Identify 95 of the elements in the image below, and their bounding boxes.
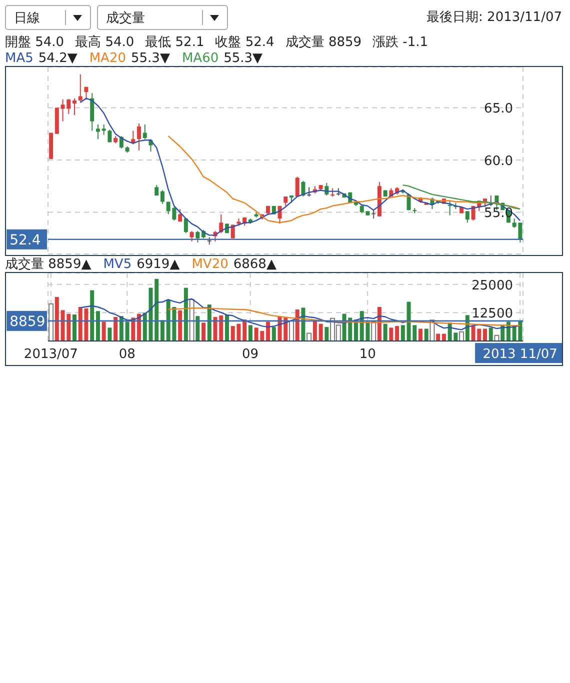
y-tick-label: 65.0	[484, 102, 513, 117]
text: MA20	[89, 50, 126, 66]
candlestick	[284, 196, 288, 206]
x-tick-label: 09	[242, 347, 259, 362]
bar	[114, 316, 118, 341]
candlestick	[295, 176, 300, 198]
bar	[442, 334, 446, 341]
x-tick-label: 10	[359, 347, 376, 362]
candlestick	[160, 190, 164, 204]
bar	[224, 314, 229, 341]
text: 成交量 8859	[285, 34, 362, 51]
line-series	[80, 98, 521, 236]
candlestick	[178, 208, 182, 222]
bar	[48, 303, 54, 341]
bar	[108, 328, 112, 341]
candlestick	[108, 129, 112, 143]
text: 開盤 54.0	[5, 34, 64, 51]
line-series	[168, 308, 521, 326]
bar	[424, 328, 428, 341]
candlestick	[137, 122, 142, 152]
y-tick-label: 12500	[472, 306, 513, 322]
bar	[459, 331, 464, 341]
text: 收盤 52.4	[215, 34, 274, 51]
x-tick-label: 2013 11/07	[482, 347, 558, 362]
bar	[483, 328, 488, 341]
bar	[418, 328, 422, 341]
candlestick	[102, 124, 106, 136]
bar	[383, 324, 388, 341]
candlestick	[465, 210, 470, 224]
bar	[494, 334, 500, 341]
bar	[400, 325, 405, 341]
text: 漲跌 -1.1	[372, 34, 428, 51]
bar	[371, 321, 376, 341]
bar	[436, 334, 440, 341]
bar	[318, 324, 323, 341]
bar	[288, 320, 294, 341]
text: MV20	[192, 256, 228, 272]
bar	[54, 297, 59, 341]
bar	[295, 309, 300, 341]
bar	[488, 328, 493, 341]
candlestick	[72, 98, 77, 116]
text: 55.3▼	[131, 50, 170, 66]
text: MA5	[5, 50, 34, 66]
bar	[242, 319, 247, 341]
bar	[207, 304, 212, 341]
candlestick	[307, 186, 312, 198]
candlestick	[190, 230, 194, 242]
text: MV5	[103, 256, 132, 272]
bar	[196, 316, 200, 341]
bar	[72, 314, 77, 341]
bar	[125, 322, 130, 341]
bar	[266, 322, 270, 341]
bar	[154, 278, 159, 341]
text: 55.3▼	[224, 50, 263, 66]
text: 6919▲	[136, 256, 180, 272]
text: 6868▲	[233, 256, 276, 272]
bar	[178, 310, 182, 341]
candlestick	[78, 74, 82, 102]
bar	[248, 325, 252, 341]
text: 成交量 8859▲	[5, 256, 92, 273]
bar	[90, 290, 94, 341]
text: 54.2▼	[38, 50, 78, 66]
text: 成交量	[105, 10, 146, 26]
bar	[184, 288, 188, 341]
candlestick	[448, 200, 452, 216]
x-tick-label: 2013/07	[24, 347, 78, 362]
bar	[202, 322, 206, 341]
bar	[324, 326, 329, 341]
candlestick	[184, 218, 188, 234]
y-tick-label: 25000	[472, 278, 513, 294]
candlestick	[196, 230, 200, 244]
text: 最後日期: 2013/11/07	[426, 9, 562, 26]
candlestick	[96, 124, 100, 140]
bar	[102, 322, 106, 341]
text: 日線	[13, 10, 41, 26]
bar	[272, 326, 276, 341]
bar	[306, 332, 312, 341]
candlestick	[301, 180, 306, 198]
x-tick-label: 08	[118, 347, 136, 362]
text: 最低 52.1	[145, 34, 204, 51]
line-series	[168, 135, 521, 224]
bar	[96, 311, 100, 341]
bar	[395, 326, 400, 341]
candlestick	[154, 184, 159, 196]
line-series	[80, 298, 521, 330]
bar	[189, 299, 194, 341]
ref-line-label: 52.4	[10, 232, 41, 248]
bar	[389, 328, 394, 341]
candlestick	[90, 92, 94, 132]
ref-line-label: 8859	[10, 314, 46, 330]
text: MA60	[182, 50, 219, 66]
bar	[160, 320, 164, 341]
candlestick	[142, 124, 147, 140]
y-tick-label: 60.0	[484, 154, 513, 169]
text: 最高 54.0	[75, 34, 134, 51]
